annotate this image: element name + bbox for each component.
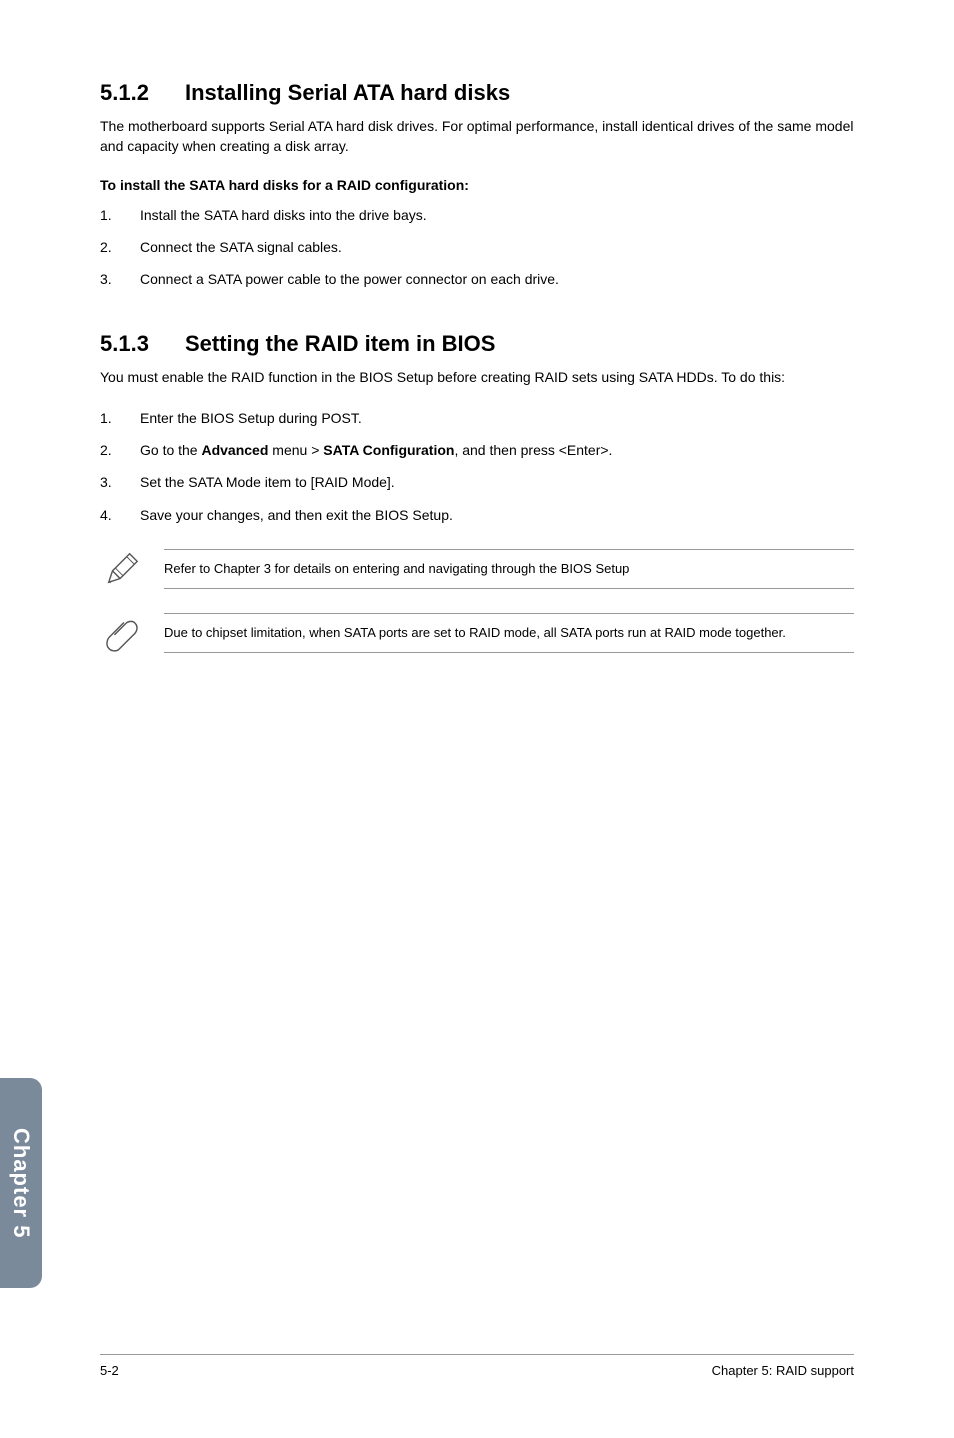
list-text: Set the SATA Mode item to [RAID Mode]. — [140, 472, 854, 492]
paperclip-icon — [100, 614, 144, 652]
list-number: 1. — [100, 408, 140, 428]
list-text: Enter the BIOS Setup during POST. — [140, 408, 854, 428]
section-number: 5.1.2 — [100, 80, 185, 106]
section-heading-5-1-2: 5.1.2 Installing Serial ATA hard disks — [100, 80, 854, 106]
note-block: Due to chipset limitation, when SATA por… — [100, 613, 854, 653]
section-title: Setting the RAID item in BIOS — [185, 331, 854, 357]
list-number: 2. — [100, 237, 140, 257]
footer-title: Chapter 5: RAID support — [712, 1363, 854, 1378]
note-text: Due to chipset limitation, when SATA por… — [164, 613, 854, 653]
list-text: Connect a SATA power cable to the power … — [140, 269, 854, 289]
list-item: 3. Connect a SATA power cable to the pow… — [100, 269, 854, 289]
list-text: Install the SATA hard disks into the dri… — [140, 205, 854, 225]
note-block: Refer to Chapter 3 for details on enteri… — [100, 549, 854, 589]
list-number: 1. — [100, 205, 140, 225]
section-heading-5-1-3: 5.1.3 Setting the RAID item in BIOS — [100, 331, 854, 357]
text-bold: Advanced — [201, 442, 268, 458]
text-fragment: menu > — [268, 442, 323, 458]
text-fragment: , and then press <Enter>. — [454, 442, 612, 458]
note-text: Refer to Chapter 3 for details on enteri… — [164, 549, 854, 589]
section-number: 5.1.3 — [100, 331, 185, 357]
section-intro: The motherboard supports Serial ATA hard… — [100, 116, 854, 157]
list-item: 3. Set the SATA Mode item to [RAID Mode]… — [100, 472, 854, 492]
list-item: 1. Install the SATA hard disks into the … — [100, 205, 854, 225]
section-title: Installing Serial ATA hard disks — [185, 80, 854, 106]
text-fragment: Go to the — [140, 442, 201, 458]
list-item: 2. Go to the Advanced menu > SATA Config… — [100, 440, 854, 460]
pencil-icon — [100, 550, 144, 588]
list-number: 3. — [100, 269, 140, 289]
list-number: 2. — [100, 440, 140, 460]
list-text: Go to the Advanced menu > SATA Configura… — [140, 440, 854, 460]
section-intro: You must enable the RAID function in the… — [100, 367, 854, 387]
chapter-tab-label: Chapter 5 — [8, 1128, 34, 1238]
list-item: 1. Enter the BIOS Setup during POST. — [100, 408, 854, 428]
list-number: 4. — [100, 505, 140, 525]
list-item: 2. Connect the SATA signal cables. — [100, 237, 854, 257]
text-bold: SATA Configuration — [323, 442, 454, 458]
list-number: 3. — [100, 472, 140, 492]
page-footer: 5-2 Chapter 5: RAID support — [100, 1354, 854, 1378]
list-item: 4. Save your changes, and then exit the … — [100, 505, 854, 525]
page-number: 5-2 — [100, 1363, 119, 1378]
list-text: Save your changes, and then exit the BIO… — [140, 505, 854, 525]
list-text: Connect the SATA signal cables. — [140, 237, 854, 257]
chapter-tab: Chapter 5 — [0, 1078, 42, 1288]
subheading: To install the SATA hard disks for a RAI… — [100, 177, 854, 193]
